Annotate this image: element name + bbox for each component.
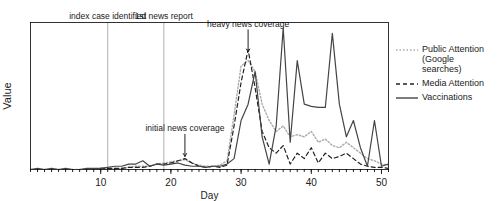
svg-text:10: 10 bbox=[95, 177, 107, 188]
html-text:Vaccinations: Vaccinations bbox=[422, 92, 473, 102]
svg-text:heavy news coverage: heavy news coverage bbox=[207, 19, 289, 29]
svg-text:initial news coverage: initial news coverage bbox=[145, 123, 224, 133]
svg-text:40: 40 bbox=[306, 177, 318, 188]
svg-text:Day: Day bbox=[201, 190, 219, 201]
svg-text:50: 50 bbox=[376, 177, 388, 188]
html-text:Public Attention (Google searc: Public Attention (Google searches) bbox=[422, 44, 484, 74]
svg-text:Value: Value bbox=[1, 82, 13, 109]
html-text:Media Attention: Media Attention bbox=[422, 78, 484, 88]
svg-text:30: 30 bbox=[236, 177, 248, 188]
svg-text:20: 20 bbox=[165, 177, 177, 188]
svg-text:index case identified: index case identified bbox=[69, 11, 147, 22]
svg-text:1st news report: 1st news report bbox=[135, 11, 194, 21]
